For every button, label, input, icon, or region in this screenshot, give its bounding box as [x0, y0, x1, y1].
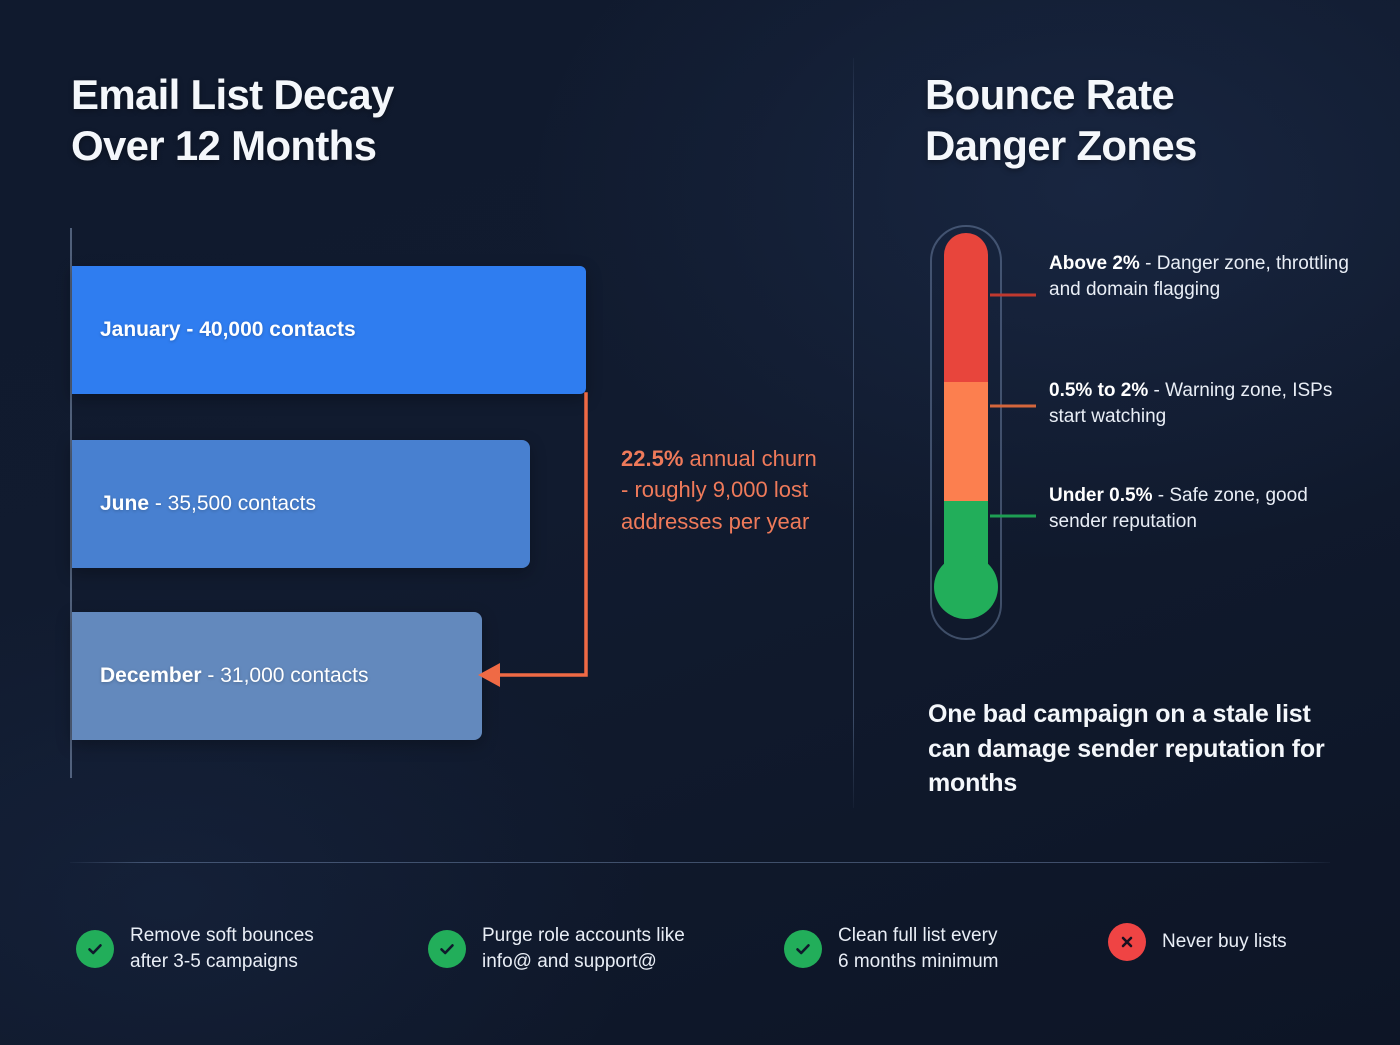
footer-divider	[70, 862, 1330, 863]
bar-label-january: January - 40,000 contacts	[100, 318, 356, 341]
check-icon	[784, 930, 822, 969]
legend-item-danger: Above 2% - Danger zone, throttling and d…	[1049, 253, 1349, 301]
tip-label: Never buy lists	[1162, 930, 1287, 952]
thermometer-band-danger	[944, 233, 988, 382]
bounce-rate-thermometer	[930, 225, 1002, 640]
tip-label: Clean full list every 6 months minimum	[838, 925, 999, 973]
tip-clean-full-list: Clean full list every 6 months minimum	[784, 923, 999, 975]
legend-item-warning: 0.5% to 2% - Warning zone, ISPs start wa…	[1049, 380, 1333, 428]
cross-icon	[1108, 923, 1146, 961]
bar-december: December - 31,000 contacts	[72, 612, 482, 740]
tip-label: Purge role accounts like info@ and suppo…	[482, 925, 685, 973]
churn-annotation: 22.5% annual churn - roughly 9,000 lost …	[621, 446, 817, 534]
thermometer-stem	[944, 233, 988, 605]
legend-item-safe: Under 0.5% - Safe zone, good sender repu…	[1049, 485, 1308, 533]
panel-divider	[853, 58, 854, 808]
tip-remove-soft-bounces: Remove soft bounces after 3-5 campaigns	[76, 923, 314, 975]
chart-axis	[70, 228, 72, 778]
check-icon	[428, 930, 466, 969]
bar-label-december: December - 31,000 contacts	[100, 664, 369, 687]
thermometer-bulb	[934, 555, 998, 619]
bar-label-june: June - 35,500 contacts	[100, 492, 316, 515]
kicker-statement: One bad campaign on a stale list can dam…	[928, 700, 1325, 797]
tip-never-buy-lists: Never buy lists	[1108, 923, 1287, 961]
bar-january: January - 40,000 contacts	[72, 266, 586, 394]
tip-label: Remove soft bounces after 3-5 campaigns	[130, 925, 314, 973]
tip-purge-role-accounts: Purge role accounts like info@ and suppo…	[428, 923, 685, 975]
left-panel-title: Email List Decay Over 12 Months	[71, 71, 394, 170]
right-panel-title: Bounce Rate Danger Zones	[925, 71, 1197, 170]
thermometer-outline	[930, 225, 1002, 640]
bar-june: June - 35,500 contacts	[72, 440, 530, 568]
check-icon	[76, 930, 114, 969]
thermometer-band-warning	[944, 381, 988, 501]
